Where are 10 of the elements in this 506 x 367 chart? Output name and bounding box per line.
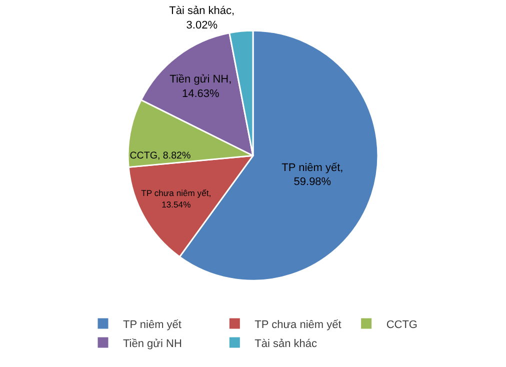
legend-label: Tiền gửi NH [123,338,182,350]
data-label: TP niêm yết, 59.98% [282,162,344,188]
legend-label: CCTG [386,318,418,331]
data-label: CCTG, 8.82% [130,150,191,162]
legend-label: Tài sản khác [254,338,318,350]
data-label: Tài sản khác, 3.02% [169,5,235,32]
legend-label: TP chưa niêm yết [254,318,342,331]
data-label: Tiền gửi NH, 14.63% [170,74,232,100]
legend-label: TP niêm yết [123,318,182,331]
data-label: TP chưa niêm yết, 13.54% [141,188,212,210]
